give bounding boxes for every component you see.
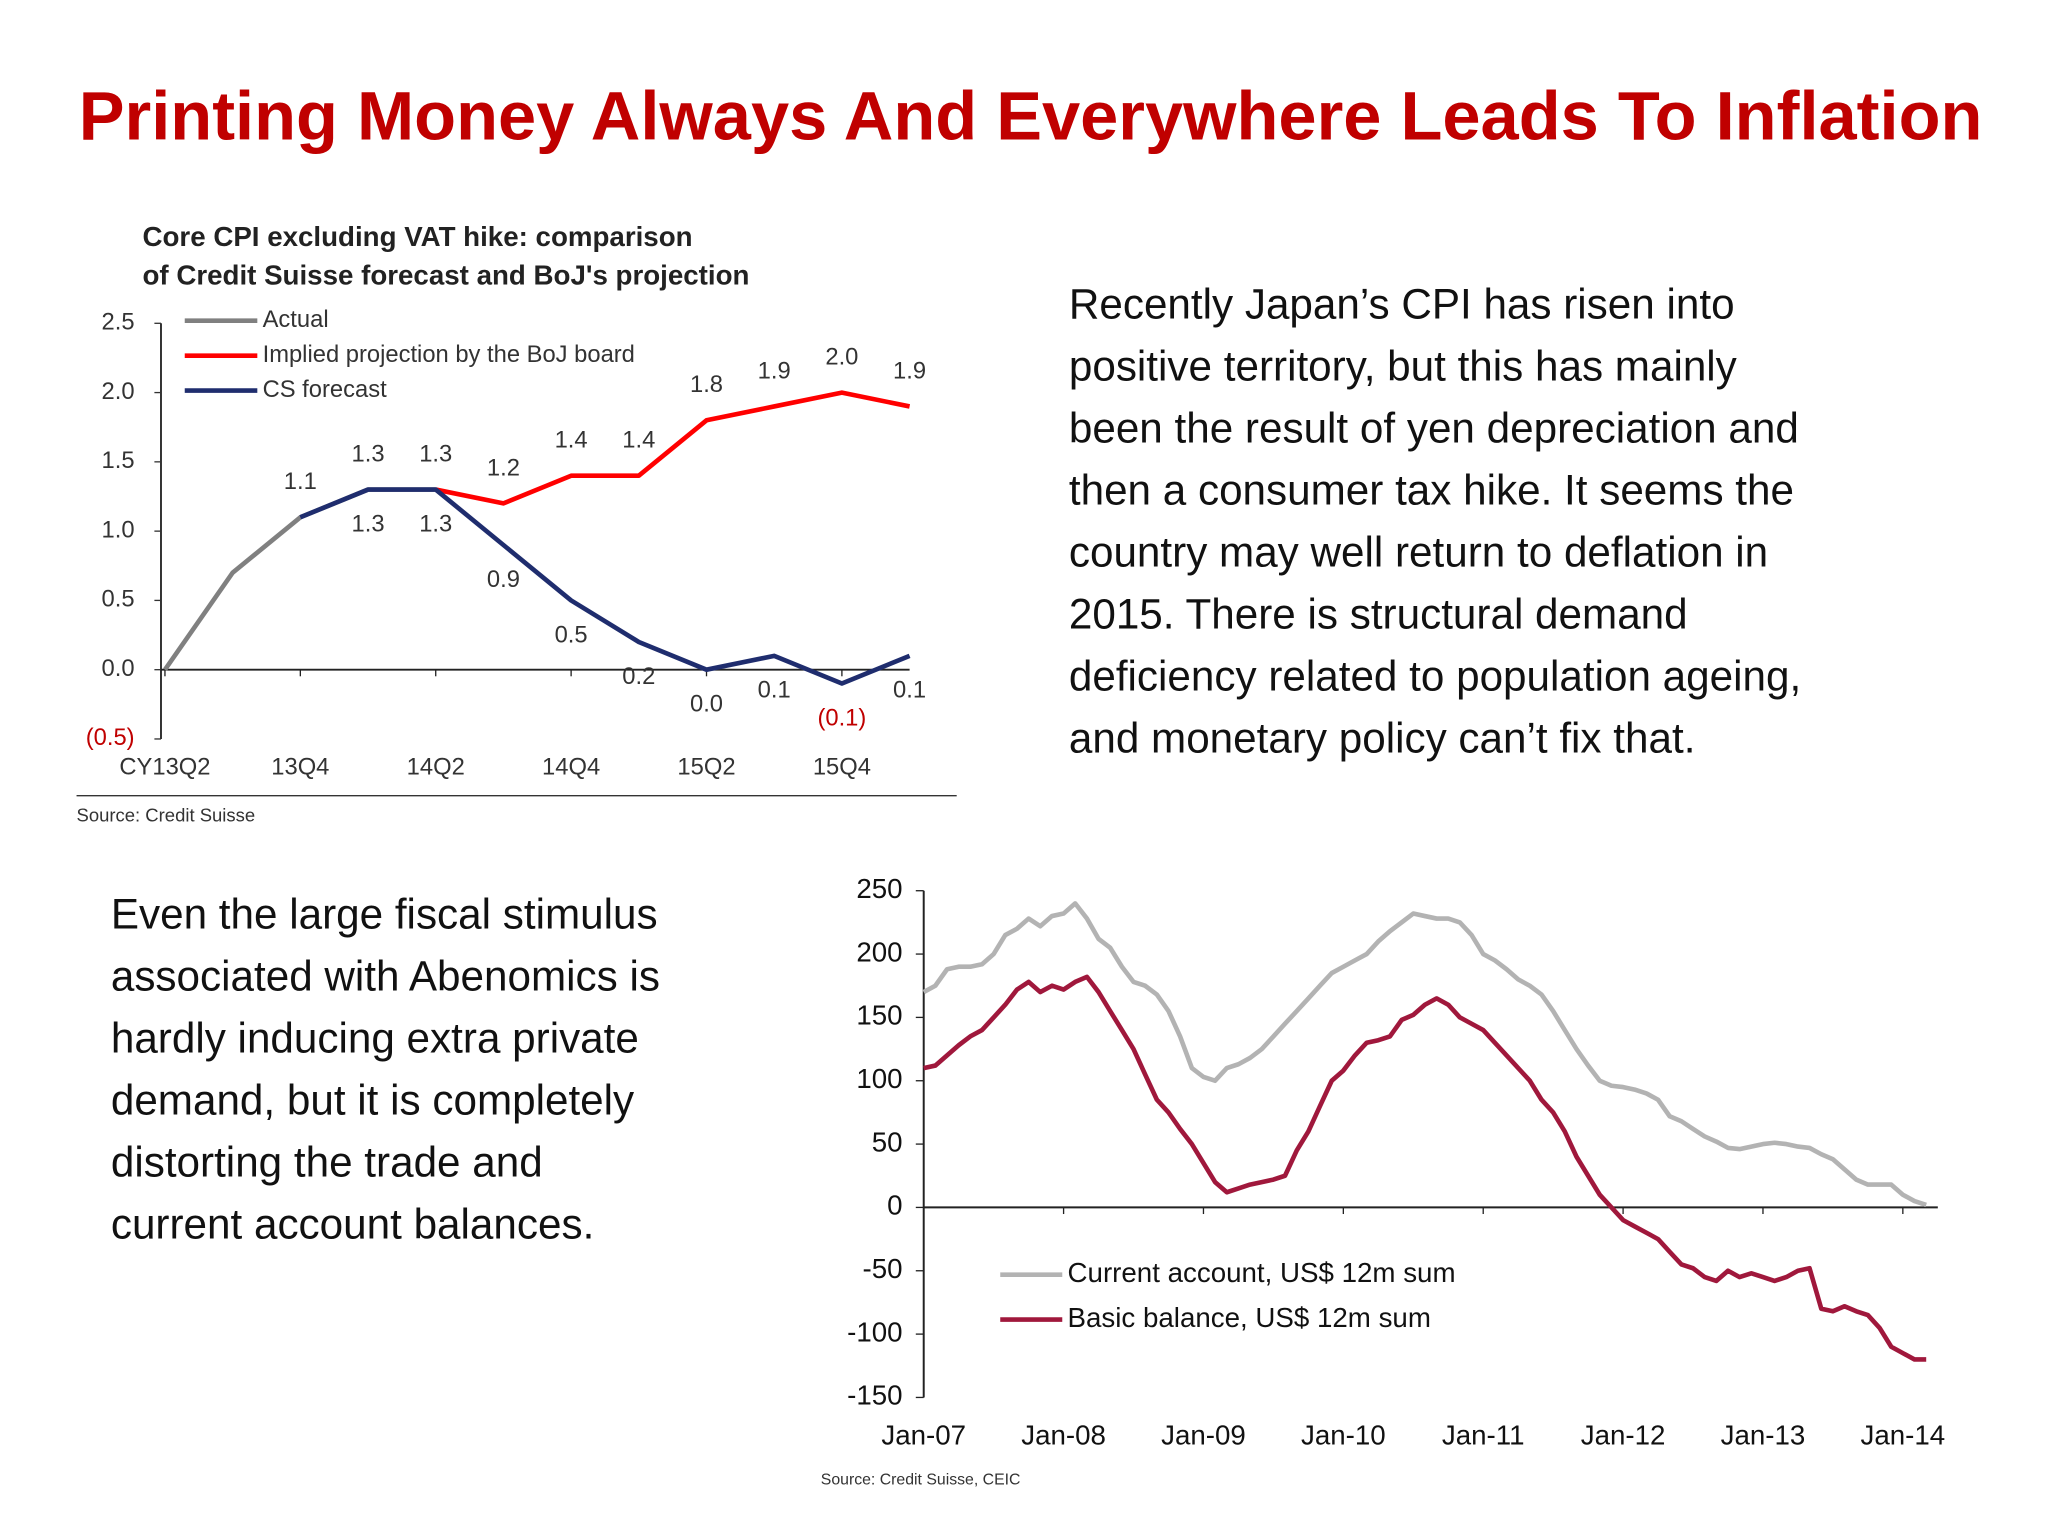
series-line: [923, 974, 1927, 1362]
data-label: 1.1: [284, 468, 317, 495]
data-label: 1.8: [690, 371, 723, 398]
x-tick-label: Jan-13: [1721, 1419, 1806, 1450]
data-label: 1.2: [487, 454, 520, 481]
x-tick-label: 15Q4: [813, 753, 871, 780]
data-label: 0.9: [487, 566, 520, 593]
y-tick-label: 200: [856, 936, 902, 967]
paragraph-line: then a consumer tax hike. It seems the: [1069, 467, 1794, 514]
series-line: [435, 390, 911, 506]
series-line: [299, 487, 911, 686]
data-label: (0.1): [817, 704, 866, 731]
y-tick-label: -50: [863, 1253, 903, 1284]
data-label: 0.1: [758, 677, 791, 704]
data-label: 0.1: [893, 677, 926, 704]
x-tick-label: 14Q4: [542, 753, 600, 780]
data-label: 1.4: [622, 427, 655, 454]
x-tick-label: Jan-09: [1161, 1419, 1246, 1450]
y-tick-label: 100: [856, 1063, 902, 1094]
x-tick-label: Jan-10: [1301, 1419, 1386, 1450]
data-label: 2.0: [825, 344, 858, 371]
data-label: 1.9: [758, 357, 791, 384]
paragraph-line: hardly inducing extra private: [111, 1014, 639, 1061]
data-label: 1.9: [893, 357, 926, 384]
paragraph-line: Recently Japan’s CPI has risen into: [1069, 281, 1735, 328]
series-line: [922, 901, 1927, 1208]
paragraph-line: associated with Abenomics is: [111, 952, 660, 999]
y-tick-label: -150: [847, 1380, 902, 1411]
chart-title: Core CPI excluding VAT hike: comparison: [143, 221, 693, 252]
paragraph-line: been the result of yen depreciation and: [1069, 405, 1799, 452]
x-tick-label: 15Q2: [677, 753, 735, 780]
data-label: 1.4: [555, 427, 588, 454]
x-tick-label: Jan-08: [1021, 1419, 1106, 1450]
y-tick-label: 150: [856, 1000, 902, 1031]
legend-label: CS forecast: [263, 376, 387, 403]
x-tick-label: 13Q4: [271, 753, 329, 780]
y-tick-label: 1.5: [102, 447, 135, 474]
data-label: 1.3: [352, 510, 385, 537]
legend-label: Actual: [263, 306, 329, 333]
data-label: 1.3: [419, 441, 452, 468]
slide-title: Printing Money Always And Everywhere Lea…: [79, 78, 1983, 155]
x-tick-label: Jan-11: [1442, 1419, 1525, 1450]
data-label: 1.3: [352, 441, 385, 468]
data-label: 1.3: [419, 510, 452, 537]
x-tick-label: Jan-07: [881, 1419, 966, 1450]
data-label: 0.2: [622, 663, 655, 690]
data-label: 0.5: [555, 621, 588, 648]
y-tick-label: 250: [856, 873, 902, 904]
x-tick-label: Jan-12: [1581, 1419, 1666, 1450]
y-tick-label: (0.5): [86, 724, 135, 751]
y-tick-label: 0: [887, 1190, 902, 1221]
paragraph-line: Even the large fiscal stimulus: [111, 890, 658, 937]
x-tick-label: 14Q2: [407, 753, 465, 780]
legend-label: Basic balance, US$ 12m sum: [1068, 1302, 1431, 1333]
paragraph-line: and monetary policy can’t fix that.: [1069, 715, 1696, 762]
data-label: 0.0: [690, 691, 723, 718]
y-tick-label: 1.0: [102, 516, 135, 543]
paragraph-line: current account balances.: [111, 1200, 594, 1247]
paragraph-line: deficiency related to population ageing,: [1069, 653, 1801, 700]
paragraph-line: 2015. There is structural demand: [1069, 591, 1688, 638]
y-tick-label: 0.5: [102, 586, 135, 613]
chart-title: of Credit Suisse forecast and BoJ's proj…: [143, 259, 750, 290]
source: Source: Credit Suisse, CEIC: [821, 1472, 1021, 1489]
paragraph-line: distorting the trade and: [111, 1138, 543, 1185]
x-tick-label: Jan-14: [1860, 1419, 1945, 1450]
y-tick-label: 2.0: [102, 378, 135, 405]
x-tick-label: CY13Q2: [119, 753, 210, 780]
paragraph-line: country may well return to deflation in: [1069, 529, 1768, 576]
paragraph-line: demand, but it is completely: [111, 1076, 635, 1123]
y-tick-label: -100: [847, 1316, 902, 1347]
legend-label: Implied projection by the BoJ board: [263, 341, 635, 368]
y-tick-label: 0.0: [102, 655, 135, 682]
source: Source: Credit Suisse: [77, 805, 256, 826]
y-tick-label: 2.5: [102, 309, 135, 336]
paragraph-line: positive territory, but this has mainly: [1069, 343, 1738, 390]
y-tick-label: 50: [872, 1126, 903, 1157]
legend-label: Current account, US$ 12m sum: [1068, 1257, 1456, 1288]
